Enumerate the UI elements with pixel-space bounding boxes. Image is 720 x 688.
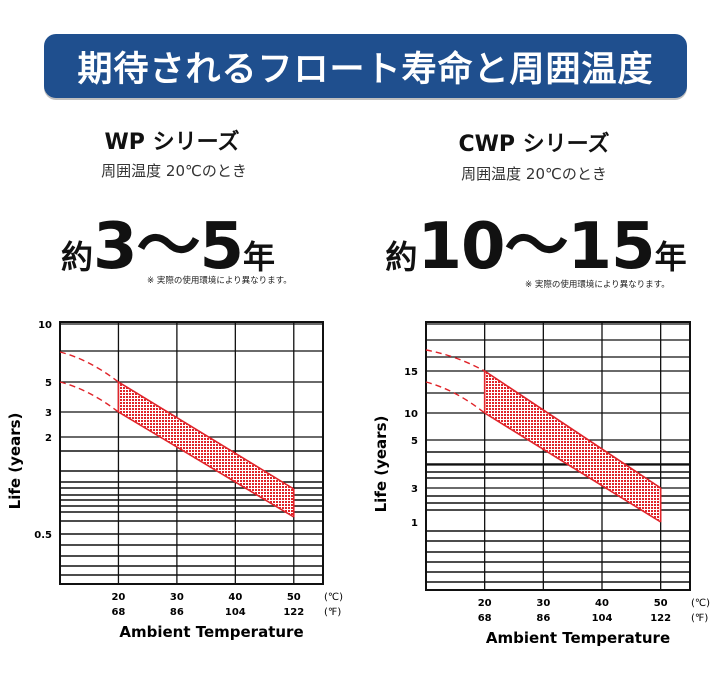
x-unit-c: (℃) (324, 592, 343, 603)
life-range: 3～5 (92, 210, 244, 284)
life-prefix: 約 (60, 238, 93, 276)
y-tick-label: 10 (404, 409, 418, 420)
life-prefix: 約 (385, 238, 418, 276)
x-tick-label-f: 68 (478, 613, 492, 624)
series-title: CWP シリーズ (458, 132, 610, 157)
life-suffix: 年 (243, 238, 276, 276)
y-tick-label: 15 (404, 367, 418, 378)
x-tick-label-f: 104 (592, 613, 613, 624)
y-tick-label: 0.5 (34, 530, 52, 541)
upper-life-line (484, 370, 662, 489)
y-tick-label: 1 (411, 518, 418, 529)
x-unit-f: (℉) (691, 613, 708, 624)
upper-extrapolation-dashed (425, 349, 485, 372)
x-tick-label-f: 122 (650, 613, 671, 624)
x-unit-c: (℃) (691, 598, 710, 609)
series-subtitle: 周囲温度 20℃のとき (101, 162, 247, 180)
x-tick-label-f: 104 (225, 607, 246, 618)
y-tick-label: 3 (45, 408, 52, 419)
panel-cwp: CWP シリーズ 周囲温度 20℃のとき 約10～15年 ※ 実際の使用環境によ… (360, 0, 720, 688)
lower-extrapolation-dashed (59, 381, 119, 413)
y-tick-label: 5 (411, 436, 418, 447)
x-tick-label-c: 50 (287, 592, 301, 603)
lower-life-line (484, 412, 662, 523)
x-tick-label-c: 30 (536, 598, 550, 609)
x-tick-label-c: 50 (654, 598, 668, 609)
x-tick-label-c: 40 (595, 598, 609, 609)
lower-extrapolation-dashed (425, 381, 486, 414)
x-tick-label-f: 86 (536, 613, 550, 624)
upper-extrapolation-dashed (59, 351, 119, 383)
y-tick-label: 5 (45, 378, 52, 389)
x-axis-label: Ambient Temperature (486, 629, 670, 647)
life-suffix: 年 (654, 238, 687, 276)
x-tick-label-f: 86 (170, 607, 184, 618)
x-tick-label-c: 20 (111, 592, 125, 603)
y-tick-label: 10 (38, 320, 52, 331)
series-title: WP シリーズ (104, 130, 240, 155)
x-tick-label-c: 40 (228, 592, 242, 603)
x-tick-label-f: 122 (283, 607, 304, 618)
x-axis-label: Ambient Temperature (119, 623, 303, 641)
y-tick-label: 2 (45, 433, 52, 444)
upper-life-line (118, 381, 295, 490)
page-title: 期待されるフロート寿命と周囲温度 (77, 49, 654, 90)
life-range-band (118, 382, 294, 517)
life-range-band (484, 371, 661, 522)
x-tick-label-c: 20 (478, 598, 492, 609)
y-axis-label: Life (years) (372, 416, 390, 513)
series-subtitle: 周囲温度 20℃のとき (461, 165, 607, 183)
expected-life: 約10～15年 (356, 195, 716, 287)
usage-note: ※ 実際の使用環境により異なります。 (525, 280, 670, 290)
life-range: 10～15 (417, 210, 655, 284)
usage-note: ※ 実際の使用環境により異なります。 (147, 276, 292, 286)
y-tick-label: 3 (411, 484, 418, 495)
expected-life: 約3～5年 (0, 195, 348, 287)
x-unit-f: (℉) (324, 607, 341, 618)
panel-wp: WP シリーズ 周囲温度 20℃のとき 約3～5年 ※ 実際の使用環境により異な… (0, 130, 348, 287)
x-tick-label-c: 30 (170, 592, 184, 603)
header-banner: 期待されるフロート寿命と周囲温度 (44, 34, 687, 98)
y-axis-label: Life (years) (6, 413, 24, 510)
lower-life-line (118, 411, 295, 518)
x-tick-label-f: 68 (111, 607, 125, 618)
